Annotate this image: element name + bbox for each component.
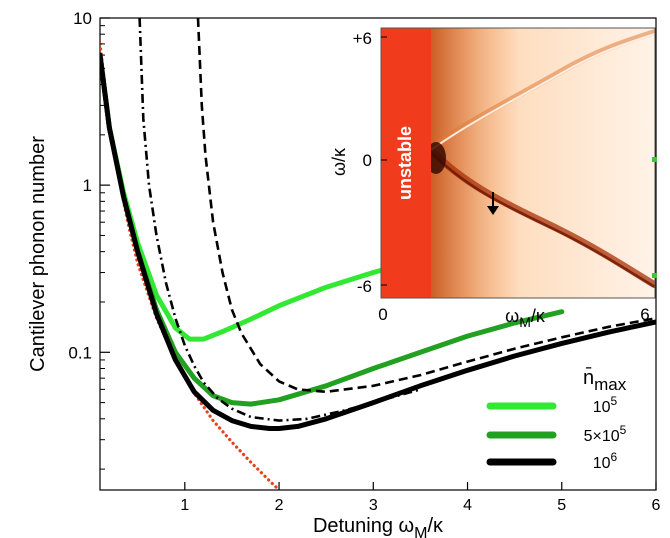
x-tick-label: 5 <box>557 497 566 514</box>
y-tick-label: 1 <box>83 176 92 195</box>
inset-upper-band <box>429 29 655 151</box>
y-tick-label: 10 <box>73 9 92 28</box>
series-line-dashed <box>196 18 656 394</box>
x-tick-label: 2 <box>275 497 284 514</box>
x-tick-label: 6 <box>652 497 661 514</box>
series-line-dashdot <box>138 18 421 422</box>
inset-frame <box>380 27 656 299</box>
x-axis-label: Detuning ωM/κ <box>313 515 444 538</box>
inset-ytick-bottom: -6 <box>357 277 372 296</box>
unstable-region <box>381 28 431 298</box>
inset-right-marker-top <box>652 157 657 162</box>
inset-ytick-mid: 0 <box>363 151 372 170</box>
x-tick-label: 1 <box>180 497 189 514</box>
inset-heatmap: unstable +6 0 -6 0 6 ωM/κ ω/κ <box>329 27 657 330</box>
legend-label: 106 <box>593 450 618 472</box>
inset-xtick-right: 6 <box>640 305 649 324</box>
legend-label: 5×105 <box>584 423 627 445</box>
y-tick-label: 0.1 <box>68 343 92 362</box>
inset-lower-core-band <box>430 151 655 289</box>
unstable-label: unstable <box>395 126 415 200</box>
inset-arrow <box>487 192 499 215</box>
x-tick-label: 3 <box>369 497 378 514</box>
inset-lower-dark-band <box>428 147 655 289</box>
series-line-solid-2 <box>100 52 656 431</box>
legend-title: n̄max <box>583 366 627 394</box>
inset-right-marker-bottom <box>652 273 657 278</box>
inset-upper-line <box>430 33 655 151</box>
inset-xtick-left: 0 <box>378 305 387 324</box>
inset-y-axis-label: ω/κ <box>329 147 349 176</box>
inset-ytick-marks <box>381 36 387 286</box>
inset-ytick-top: +6 <box>353 29 372 48</box>
x-tick-label: 4 <box>463 497 472 514</box>
y-axis-label: Cantilever phonon number <box>27 136 49 372</box>
legend-label: 105 <box>593 394 618 416</box>
